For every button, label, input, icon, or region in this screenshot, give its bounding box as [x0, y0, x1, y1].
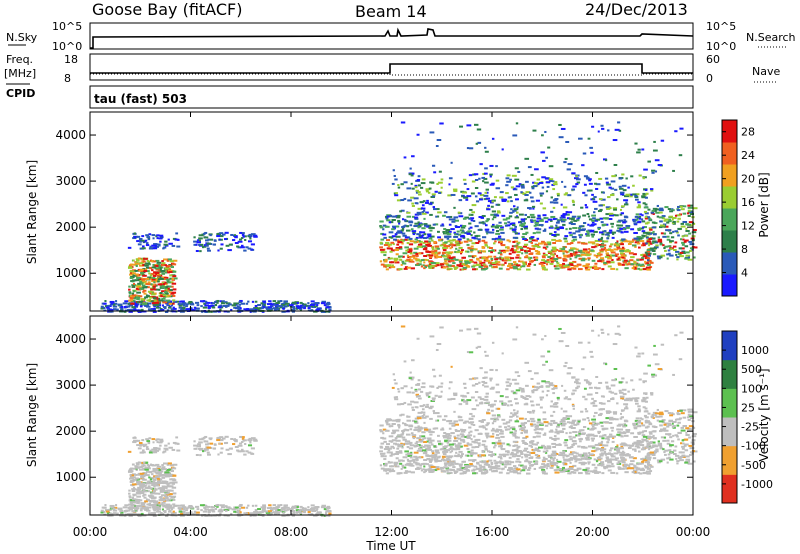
y-tick-label: 4000 — [55, 128, 86, 142]
colorbar-swatch — [722, 186, 737, 209]
colorbar-tick-label: 16 — [741, 196, 755, 209]
cpid-panel-frame — [89, 85, 694, 109]
freq-panel-frame — [89, 53, 694, 81]
power-heatmap — [100, 121, 698, 313]
power-y-label: Slant Range [km] — [25, 160, 39, 264]
colorbar-swatch — [722, 417, 737, 447]
velocity-y-label: Slant Range [km] — [25, 363, 39, 467]
colorbar-tick-label: 500 — [741, 363, 762, 376]
power-panel-frame — [89, 111, 694, 312]
colorbar-tick-label: -1000 — [741, 478, 773, 491]
nave-tick-top: 60 — [706, 53, 720, 66]
y-tick-label: 4000 — [55, 332, 86, 346]
x-tick-label: 00:00 — [676, 525, 711, 539]
noise-left-label: N.Sky — [6, 31, 38, 44]
power-y-axis: 1000 2000 3000 4000 — [55, 128, 693, 280]
freq-label-line1: Freq. — [6, 53, 33, 66]
freq-label-line2: [MHz] — [4, 67, 36, 80]
colorbar-tick-label: 20 — [741, 173, 755, 186]
colorbar-tick-label: -500 — [741, 459, 766, 472]
noise-left-tick-bottom: 10^0 — [52, 40, 82, 53]
colorbar-swatch — [722, 252, 737, 275]
power-colorbar: 4 8 12 16 20 24 28 — [721, 119, 755, 297]
nave-tick-bottom: 0 — [706, 72, 713, 85]
date-title: 24/Dec/2013 — [585, 0, 688, 19]
colorbar-tick-label: 28 — [741, 126, 755, 139]
noise-left-tick-top: 10^5 — [52, 20, 82, 33]
freq-tick-bottom: 8 — [64, 72, 71, 85]
y-tick-label: 2000 — [55, 424, 86, 438]
y-tick-label: 3000 — [55, 174, 86, 188]
power-colorbar-label: Power [dB] — [757, 172, 771, 237]
velocity-colorbar: 1000 500 100 25 -25 -100 -500 -1000 — [721, 330, 773, 504]
colorbar-swatch — [722, 120, 737, 143]
colorbar-tick-label: 24 — [741, 149, 755, 162]
colorbar-swatch — [722, 274, 737, 297]
noise-right-tick-bottom: 10^0 — [706, 40, 736, 53]
x-tick-label: 08:00 — [274, 525, 309, 539]
velocity-y-axis: 1000 2000 3000 4000 — [55, 332, 693, 484]
colorbar-swatch — [722, 208, 737, 231]
colorbar-swatch — [722, 331, 737, 361]
x-tick-label: 00:00 — [73, 525, 108, 539]
x-tick-label: 04:00 — [173, 525, 208, 539]
colorbar-tick-label: 4 — [741, 267, 748, 280]
station-title: Goose Bay (fitACF) — [92, 0, 242, 19]
velocity-panel-frame — [89, 315, 694, 516]
colorbar-tick-label: -100 — [741, 440, 766, 453]
colorbar-tick-label: 100 — [741, 382, 762, 395]
freq-tick-top: 18 — [64, 53, 78, 66]
noise-right-tick-top: 10^5 — [706, 20, 736, 33]
x-tick-label: 20:00 — [575, 525, 610, 539]
noise-sky-line — [90, 27, 694, 49]
x-tick-label: 16:00 — [475, 525, 510, 539]
y-tick-label: 2000 — [55, 220, 86, 234]
nave-line — [90, 73, 693, 76]
time-axis: 00:00 04:00 08:00 12:00 16:00 20:00 00:00 — [73, 112, 711, 539]
colorbar-swatch — [722, 230, 737, 253]
velocity-colorbar-label: Velocity [m s⁻¹] — [757, 368, 771, 461]
y-tick-label: 3000 — [55, 378, 86, 392]
x-axis-label: Time UT — [365, 539, 416, 553]
colorbar-tick-label: 1000 — [741, 344, 769, 357]
colorbar-swatch — [722, 388, 737, 418]
nave-label: Nave — [752, 65, 780, 78]
cpid-label: CPID — [6, 87, 35, 100]
colorbar-swatch — [722, 359, 737, 389]
colorbar-swatch — [722, 474, 737, 504]
colorbar-swatch — [722, 164, 737, 187]
velocity-heatmap — [100, 325, 698, 517]
colorbar-tick-label: 25 — [741, 401, 755, 414]
y-tick-label: 1000 — [55, 266, 86, 280]
freq-line — [90, 63, 693, 74]
noise-right-label: N.Search — [746, 31, 796, 44]
colorbar-tick-label: 12 — [741, 220, 755, 233]
cpid-value: tau (fast) 503 — [94, 92, 187, 106]
x-tick-label: 12:00 — [374, 525, 409, 539]
beam-title: Beam 14 — [355, 2, 427, 21]
colorbar-tick-label: 8 — [741, 243, 748, 256]
colorbar-swatch — [722, 445, 737, 475]
colorbar-swatch — [722, 142, 737, 165]
y-tick-label: 1000 — [55, 470, 86, 484]
colorbar-tick-label: -25 — [741, 421, 759, 434]
